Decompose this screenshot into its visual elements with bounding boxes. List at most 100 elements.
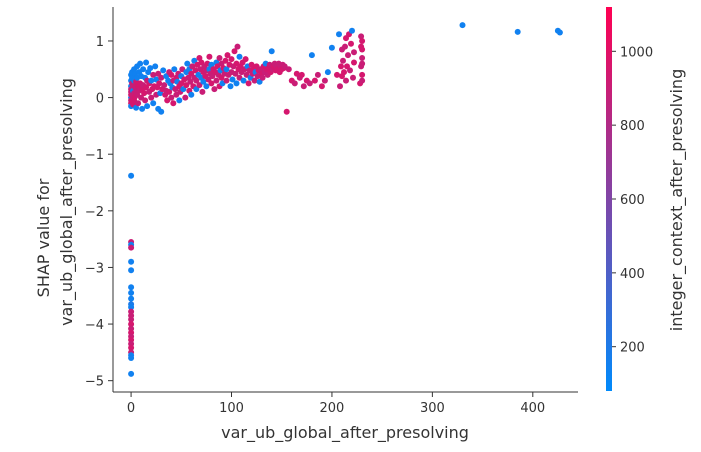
scatter-point (166, 88, 173, 95)
scatter-point (340, 57, 346, 64)
scatter-point (224, 52, 231, 59)
scatter-point (283, 108, 290, 115)
scatter-point (196, 82, 203, 89)
scatter-point (203, 83, 210, 90)
scatter-point (349, 27, 355, 34)
scatter-point (147, 65, 154, 72)
y-tick-label: 1 (96, 35, 104, 50)
scatter-point (359, 60, 366, 67)
colorbar-tick-label: 400 (620, 267, 645, 282)
scatter-point (143, 59, 150, 66)
x-tick-label: 400 (520, 401, 545, 416)
y-tick-label: −3 (85, 261, 104, 276)
scatter-point (311, 77, 318, 84)
scatter-point (336, 31, 342, 38)
scatter-point (298, 71, 305, 78)
scatter-point (216, 55, 223, 61)
scatter-point (345, 52, 351, 59)
scatter-point (348, 40, 354, 47)
scatter-point (514, 28, 521, 35)
scatter-point (128, 321, 135, 328)
scatter-point (222, 57, 229, 64)
scatter-point (128, 355, 135, 361)
scatter-point (137, 60, 144, 67)
scatter-point (242, 56, 249, 63)
scatter-point (156, 80, 163, 87)
x-tick-label: 0 (127, 401, 135, 416)
scatter-point (223, 77, 230, 84)
y-tick-label: −2 (85, 205, 104, 220)
scatter-point (359, 38, 366, 44)
y-tick-label: −1 (85, 148, 104, 163)
scatter-point (259, 74, 266, 81)
scatter-point (291, 80, 298, 87)
scatter-point (168, 94, 175, 101)
scatter-point (128, 295, 135, 302)
scatter-point (128, 244, 135, 251)
scatter-point (359, 46, 366, 53)
scatter-point (343, 77, 349, 84)
scatter-point (328, 44, 335, 51)
scatter-point (199, 88, 206, 95)
scatter-point (158, 74, 165, 81)
scatter-points (128, 22, 563, 377)
scatter-point (211, 86, 218, 93)
colorbar-tick-label: 200 (620, 341, 645, 356)
scatter-point (556, 29, 563, 36)
scatter-point (206, 53, 213, 60)
scatter-point (351, 59, 357, 66)
scatter-point (160, 67, 167, 74)
scatter-point (227, 83, 234, 90)
scatter-point (128, 316, 135, 323)
scatter-point (359, 55, 366, 61)
scatter-point (144, 103, 151, 110)
scatter-point (285, 66, 292, 73)
scatter-point (128, 267, 135, 274)
scatter-point (200, 78, 207, 85)
scatter-point (306, 80, 313, 87)
scatter-point (176, 97, 183, 104)
scatter-point (192, 67, 199, 74)
scatter-point (183, 82, 190, 89)
scatter-point (128, 304, 135, 311)
y-axis-label-line-1: SHAP value for (34, 178, 53, 297)
scatter-point (321, 77, 328, 84)
scatter-point (135, 100, 142, 107)
scatter-point (133, 104, 140, 111)
scatter-point (128, 284, 135, 291)
scatter-point (229, 76, 236, 83)
scatter-point (150, 71, 157, 78)
scatter-point (148, 94, 155, 101)
y-tick-label: −4 (85, 318, 104, 333)
x-tick-label: 100 (219, 401, 244, 416)
scatter-point (182, 94, 189, 101)
scatter-point (233, 80, 240, 87)
scatter-point (193, 77, 200, 84)
scatter-point (208, 61, 215, 68)
scatter-point (142, 97, 149, 104)
colorbar-tick-label: 800 (620, 119, 645, 134)
scatter-point (128, 289, 135, 296)
x-tick-label: 200 (320, 401, 345, 416)
scatter-point (314, 71, 321, 78)
scatter-point (232, 70, 239, 77)
x-ticks: 0 100 200 300 400 (127, 392, 545, 416)
scatter-point (350, 74, 356, 81)
colorbar-ticks: 200 400 600 800 1000 (612, 45, 653, 356)
scatter-point (347, 67, 353, 74)
scatter-point (268, 48, 275, 55)
scatter-point (234, 43, 241, 50)
scatter-point (187, 78, 194, 85)
scatter-point (128, 344, 135, 351)
scatter-point (300, 83, 307, 90)
y-tick-label: 0 (96, 92, 104, 107)
scatter-point (359, 71, 366, 78)
colorbar-tick-label: 1000 (620, 45, 653, 60)
scatter-point (170, 100, 177, 107)
scatter-point (139, 105, 146, 112)
scatter-point (161, 82, 168, 89)
scatter-point (341, 69, 347, 76)
scatter-point (342, 43, 348, 50)
scatter-point (213, 77, 220, 84)
